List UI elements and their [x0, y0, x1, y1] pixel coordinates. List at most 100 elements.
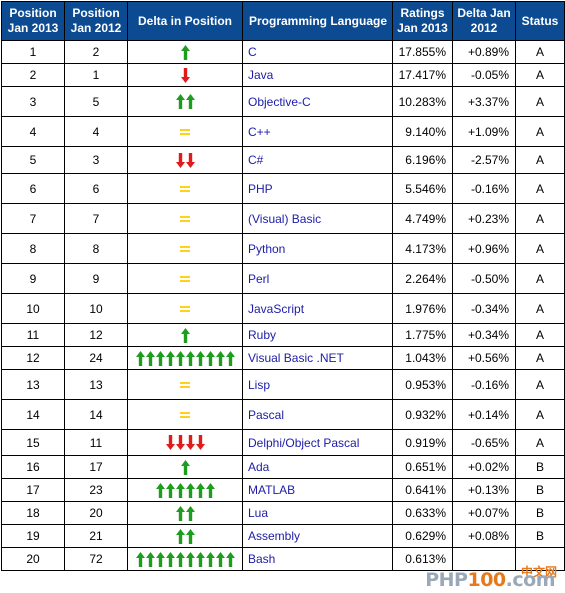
language-link[interactable]: C#	[242, 146, 393, 174]
delta-position-cell	[127, 501, 243, 525]
arrow-up-icon	[175, 528, 185, 544]
status-cell: A	[515, 173, 565, 204]
delta-position-cell	[127, 369, 243, 400]
language-link[interactable]: Visual Basic .NET	[242, 346, 393, 370]
language-link[interactable]: Objective-C	[242, 86, 393, 117]
arrow-up-icon	[155, 482, 165, 498]
position-2013-cell: 19	[1, 524, 65, 548]
status-cell: A	[515, 233, 565, 264]
language-link[interactable]: C	[242, 40, 393, 64]
arrow-up-icon	[225, 350, 235, 366]
rating-cell: 0.633%	[392, 501, 453, 525]
delta-cell: -0.50%	[452, 263, 516, 294]
delta-position-cell	[127, 429, 243, 456]
delta-cell: +0.56%	[452, 346, 516, 370]
rating-cell: 4.749%	[392, 203, 453, 234]
watermark-100: 100	[467, 569, 506, 591]
language-link[interactable]: Java	[242, 63, 393, 87]
arrow-down-icon	[175, 152, 185, 168]
arrow-up-icon	[135, 551, 145, 567]
delta-cell: -0.34%	[452, 293, 516, 324]
language-link[interactable]: Lua	[242, 501, 393, 525]
header-position-2012[interactable]: Position Jan 2012	[64, 1, 128, 41]
delta-position-cell	[127, 40, 243, 64]
unchanged-icon	[180, 275, 190, 283]
delta-cell: +0.02%	[452, 455, 516, 479]
language-link[interactable]: (Visual) Basic	[242, 203, 393, 234]
delta-cell: -2.57%	[452, 146, 516, 174]
arrow-up-icon	[205, 551, 215, 567]
header-position-2013[interactable]: Position Jan 2013	[1, 1, 65, 41]
position-2012-cell: 14	[64, 399, 128, 430]
table-row: 17 23 MATLAB 0.641% +0.13% B	[1, 478, 565, 502]
delta-cell: -0.05%	[452, 63, 516, 87]
delta-cell: +3.37%	[452, 86, 516, 117]
table-row: 5 3 C# 6.196% -2.57% A	[1, 146, 565, 174]
language-link[interactable]: Bash	[242, 547, 393, 571]
arrow-down-icon	[180, 67, 190, 83]
delta-position-cell	[127, 478, 243, 502]
language-link[interactable]: C++	[242, 116, 393, 147]
language-link[interactable]: JavaScript	[242, 293, 393, 324]
position-2012-cell: 8	[64, 233, 128, 264]
arrow-up-icon	[165, 350, 175, 366]
position-2012-cell: 72	[64, 547, 128, 571]
language-link[interactable]: Python	[242, 233, 393, 264]
delta-cell: -0.16%	[452, 173, 516, 204]
language-link[interactable]: Lisp	[242, 369, 393, 400]
header-ratings[interactable]: Ratings Jan 2013	[392, 1, 453, 41]
language-link[interactable]: MATLAB	[242, 478, 393, 502]
rating-cell: 0.613%	[392, 547, 453, 571]
position-2013-cell: 14	[1, 399, 65, 430]
delta-position-cell	[127, 293, 243, 324]
table-row: 18 20 Lua 0.633% +0.07% B	[1, 501, 565, 525]
rating-cell: 0.919%	[392, 429, 453, 456]
language-link[interactable]: Delphi/Object Pascal	[242, 429, 393, 456]
position-2013-cell: 13	[1, 369, 65, 400]
arrow-up-icon	[185, 94, 195, 110]
delta-cell: +0.89%	[452, 40, 516, 64]
delta-position-cell	[127, 455, 243, 479]
rating-cell: 17.417%	[392, 63, 453, 87]
rating-cell: 0.651%	[392, 455, 453, 479]
language-link[interactable]: Pascal	[242, 399, 393, 430]
position-2013-cell: 11	[1, 323, 65, 347]
position-2013-cell: 6	[1, 173, 65, 204]
position-2012-cell: 1	[64, 63, 128, 87]
table-row: 8 8 Python 4.173% +0.96% A	[1, 233, 565, 264]
arrow-up-icon	[195, 350, 205, 366]
status-cell: A	[515, 86, 565, 117]
delta-position-cell	[127, 547, 243, 571]
status-cell: B	[515, 501, 565, 525]
header-delta-position[interactable]: Delta in Position	[127, 1, 243, 41]
status-cell: A	[515, 369, 565, 400]
header-status[interactable]: Status	[515, 1, 565, 41]
status-cell: A	[515, 63, 565, 87]
language-link[interactable]: Assembly	[242, 524, 393, 548]
header-language[interactable]: Programming Language	[242, 1, 393, 41]
language-link[interactable]: Ruby	[242, 323, 393, 347]
arrow-up-icon	[205, 350, 215, 366]
status-cell: A	[515, 116, 565, 147]
position-2012-cell: 24	[64, 346, 128, 370]
language-link[interactable]: Perl	[242, 263, 393, 294]
unchanged-icon	[180, 305, 190, 313]
arrow-up-icon	[165, 482, 175, 498]
position-2012-cell: 3	[64, 146, 128, 174]
position-2013-cell: 20	[1, 547, 65, 571]
arrow-up-icon	[155, 350, 165, 366]
language-link[interactable]: PHP	[242, 173, 393, 204]
position-2013-cell: 2	[1, 63, 65, 87]
position-2012-cell: 10	[64, 293, 128, 324]
rating-cell: 17.855%	[392, 40, 453, 64]
header-delta[interactable]: Delta Jan 2012	[452, 1, 516, 41]
arrow-up-icon	[185, 350, 195, 366]
delta-position-cell	[127, 203, 243, 234]
language-link[interactable]: Ada	[242, 455, 393, 479]
arrow-up-icon	[175, 551, 185, 567]
rating-cell: 10.283%	[392, 86, 453, 117]
arrow-up-icon	[205, 482, 215, 498]
rating-cell: 6.196%	[392, 146, 453, 174]
delta-position-cell	[127, 63, 243, 87]
table-row: 19 21 Assembly 0.629% +0.08% B	[1, 524, 565, 548]
